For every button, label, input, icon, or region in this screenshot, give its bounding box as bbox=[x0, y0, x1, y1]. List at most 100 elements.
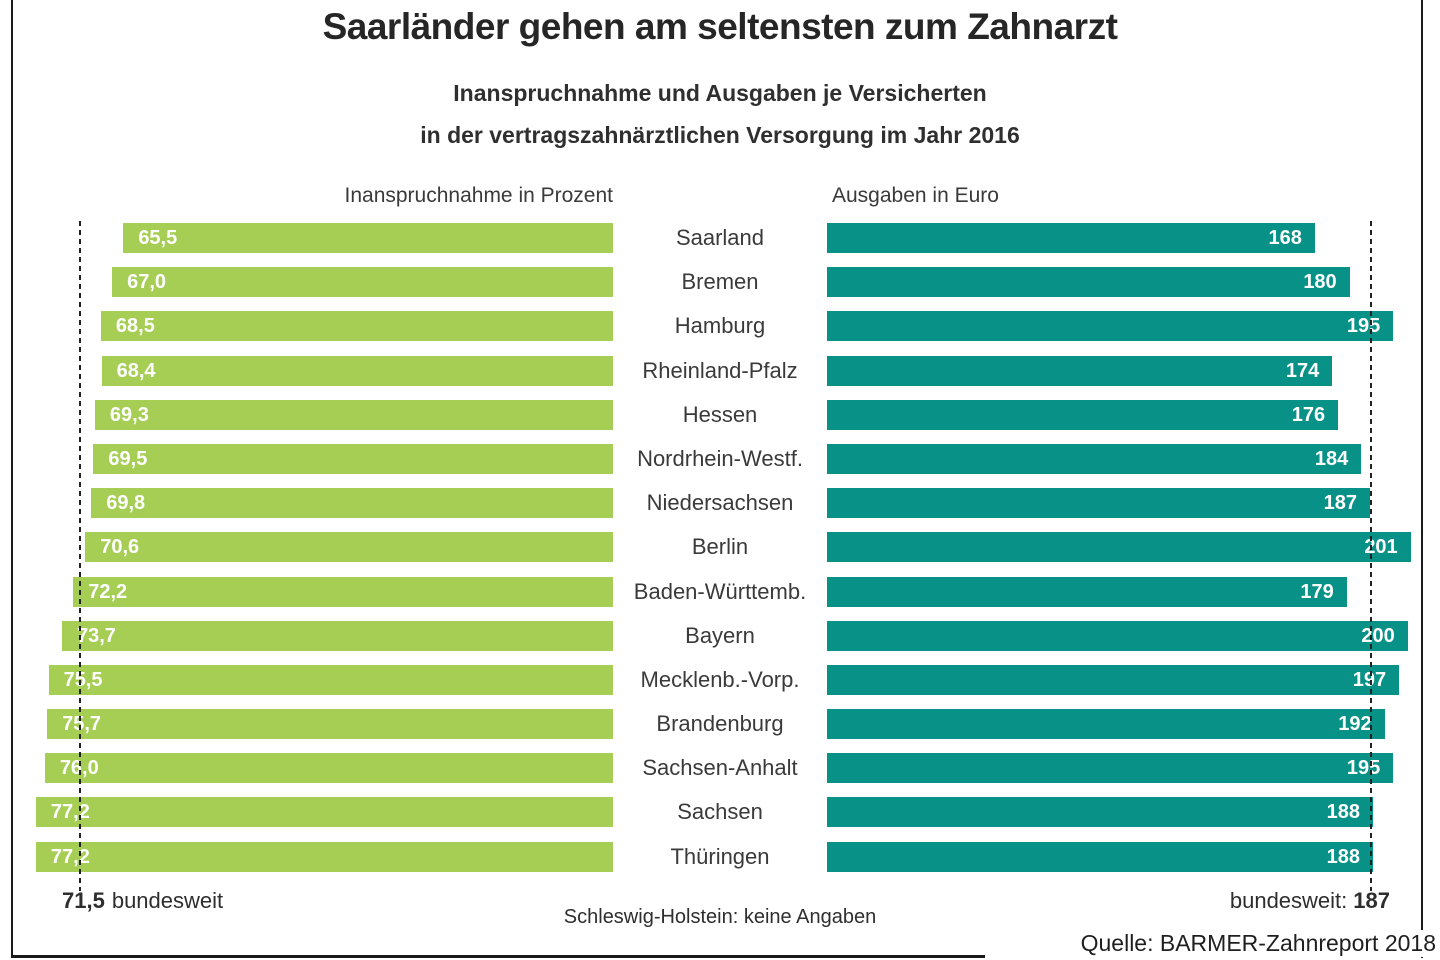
national-average-line-euro bbox=[1370, 221, 1372, 891]
national-average-euro-value: 187 bbox=[1353, 888, 1390, 913]
expense-value: 188 bbox=[1326, 845, 1360, 868]
expense-bar: 168 bbox=[827, 223, 1315, 253]
expense-value: 174 bbox=[1285, 359, 1320, 382]
expense-value: 168 bbox=[1268, 227, 1302, 249]
usage-bar: 69,5 bbox=[93, 443, 613, 474]
right-column-header: Ausgaben in Euro bbox=[832, 184, 999, 207]
national-average-line-percent bbox=[78, 221, 81, 891]
usage-bar-cell: 65,5 bbox=[0, 216, 613, 260]
expense-value: 197 bbox=[827, 665, 1399, 695]
usage-bar-cell: 77,2 bbox=[0, 835, 613, 879]
state-row: 67,0 Bremen 180 bbox=[0, 260, 1440, 304]
state-label: Mecklenb.-Vorp. bbox=[640, 666, 800, 692]
state-row: 72,2 Baden-Württemb. 179 bbox=[0, 570, 1440, 614]
missing-data-note: Schleswig-Holstein: keine Angaben bbox=[563, 906, 877, 928]
state-row: 75,7 Brandenburg 192 bbox=[0, 702, 1440, 746]
usage-bar-cell: 68,4 bbox=[0, 349, 613, 393]
expense-bar: 192 bbox=[827, 709, 1385, 740]
usage-bar-cell: 77,2 bbox=[0, 790, 613, 834]
state-label: Hessen bbox=[682, 401, 758, 427]
usage-value: 68,4 bbox=[116, 359, 156, 382]
usage-bar-cell: 69,5 bbox=[0, 437, 613, 481]
usage-bar-cell: 73,7 bbox=[0, 614, 613, 658]
expense-bar: 197 bbox=[827, 664, 1400, 695]
expense-value: 195 bbox=[1346, 757, 1381, 780]
state-label: Brandenburg bbox=[656, 711, 784, 737]
expense-bar-cell: 168 bbox=[827, 216, 1440, 260]
national-average-percent-label: 71,5 bundesweit bbox=[62, 888, 224, 913]
usage-bar-cell: 69,3 bbox=[0, 393, 613, 437]
expense-bar: 188 bbox=[827, 841, 1373, 872]
usage-bar: 77,2 bbox=[35, 797, 613, 828]
usage-value: 70,6 bbox=[100, 536, 140, 559]
usage-value: 69,8 bbox=[106, 492, 146, 515]
state-row: 65,5 Saarland 168 bbox=[0, 216, 1440, 260]
left-column-header: Inanspruchnahme in Prozent bbox=[344, 184, 614, 207]
usage-value: 77,2 bbox=[50, 845, 90, 868]
state-row: 75,5 Mecklenb.-Vorp. 197 bbox=[0, 658, 1440, 702]
expense-bar: 184 bbox=[827, 443, 1362, 474]
usage-bar: 70,6 bbox=[85, 532, 613, 563]
usage-value: 77,2 bbox=[50, 801, 90, 824]
expense-value: 188 bbox=[1326, 801, 1360, 824]
expense-bar-cell: 201 bbox=[827, 525, 1440, 569]
usage-bar-cell: 75,5 bbox=[0, 658, 613, 702]
state-row: 69,8 Niedersachsen 187 bbox=[0, 481, 1440, 525]
expense-bar: 195 bbox=[827, 311, 1394, 342]
usage-bar-cell: 75,7 bbox=[0, 702, 613, 746]
usage-value: 68,5 bbox=[115, 315, 155, 338]
frame-border-bottom bbox=[11, 955, 985, 958]
expense-bar-cell: 187 bbox=[827, 481, 1440, 525]
expense-bar: 188 bbox=[827, 797, 1373, 828]
expense-value: 180 bbox=[1303, 271, 1337, 294]
state-label: Baden-Württemb. bbox=[633, 578, 807, 604]
expense-bar: 180 bbox=[827, 267, 1350, 298]
usage-bar: 76,0 bbox=[44, 753, 613, 784]
state-label: Niedersachsen bbox=[646, 490, 794, 516]
expense-bar-cell: 188 bbox=[827, 790, 1440, 834]
usage-bar-cell: 68,5 bbox=[0, 304, 613, 348]
expense-bar: 176 bbox=[827, 399, 1339, 430]
expense-bar-cell: 188 bbox=[827, 835, 1440, 879]
usage-bar-cell: 70,6 bbox=[0, 525, 613, 569]
state-row: 69,3 Hessen 176 bbox=[0, 393, 1440, 437]
usage-bar: 65,5 bbox=[123, 223, 613, 253]
usage-bar: 69,8 bbox=[91, 488, 613, 519]
state-row: 77,2 Sachsen 188 bbox=[0, 790, 1440, 834]
expense-value: 187 bbox=[1323, 492, 1357, 515]
state-label: Saarland bbox=[675, 225, 765, 250]
chart-subtitle-line2: in der vertragszahnärztlichen Versorgung… bbox=[420, 122, 1020, 148]
usage-bar: 68,5 bbox=[100, 311, 613, 342]
state-label: Sachsen-Anhalt bbox=[642, 755, 798, 781]
national-average-percent-value: 71,5 bbox=[62, 888, 105, 913]
chart-subtitle: Inanspruchnahme und Ausgaben je Versiche… bbox=[0, 72, 1440, 156]
usage-value: 73,7 bbox=[77, 624, 116, 647]
expense-bar: 187 bbox=[827, 488, 1370, 519]
expense-value: 192 bbox=[1338, 713, 1372, 736]
usage-value: 67,0 bbox=[127, 271, 167, 294]
expense-bar-cell: 197 bbox=[827, 658, 1440, 702]
usage-bar-cell: 72,2 bbox=[0, 570, 613, 614]
expense-value: 176 bbox=[1291, 403, 1326, 426]
state-label: Berlin bbox=[691, 534, 749, 560]
expense-bar-cell: 174 bbox=[827, 349, 1440, 393]
source-credit: Quelle: BARMER-Zahnreport 2018 bbox=[1070, 930, 1438, 957]
chart-rows: 65,5 Saarland 168 67,0 Bremen 180 68,5 Hamburg 1… bbox=[0, 216, 1440, 879]
expense-bar: 201 bbox=[827, 532, 1411, 563]
expense-value: 195 bbox=[1346, 315, 1381, 338]
expense-bar-cell: 176 bbox=[827, 393, 1440, 437]
usage-bar: 77,2 bbox=[35, 841, 613, 872]
state-row: 69,5 Nordrhein-Westf. 184 bbox=[0, 437, 1440, 481]
usage-bar: 75,5 bbox=[48, 664, 613, 695]
usage-value: 69,5 bbox=[108, 447, 148, 470]
expense-value: 184 bbox=[1314, 447, 1349, 470]
state-label: Nordrhein-Westf. bbox=[637, 445, 803, 471]
usage-value: 75,5 bbox=[63, 668, 103, 691]
expense-bar-cell: 184 bbox=[827, 437, 1440, 481]
expense-bar: 195 bbox=[827, 753, 1394, 784]
expense-bar-cell: 195 bbox=[827, 304, 1440, 348]
expense-bar-cell: 195 bbox=[827, 746, 1440, 790]
state-row: 73,7 Bayern 200 bbox=[0, 614, 1440, 658]
usage-bar: 69,3 bbox=[94, 399, 613, 430]
state-label: Hamburg bbox=[674, 313, 766, 339]
